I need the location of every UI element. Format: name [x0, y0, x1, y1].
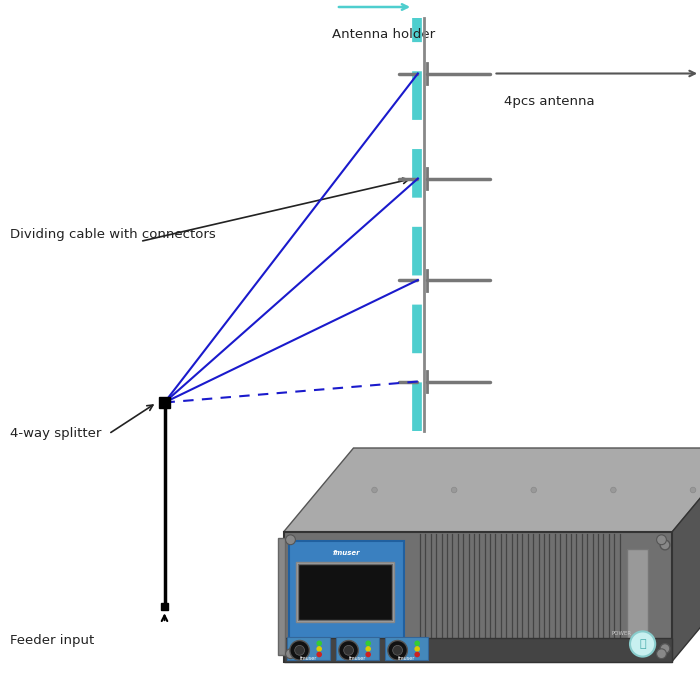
Circle shape [344, 645, 354, 655]
Circle shape [286, 649, 295, 659]
Circle shape [414, 646, 420, 652]
Bar [289, 541, 404, 642]
Circle shape [660, 644, 670, 654]
Polygon shape [284, 448, 700, 532]
Bar [298, 564, 392, 620]
Circle shape [610, 487, 616, 493]
Circle shape [630, 631, 655, 657]
Circle shape [365, 646, 371, 652]
Circle shape [393, 645, 402, 655]
Text: POWER: POWER [612, 631, 631, 636]
Circle shape [365, 640, 371, 646]
Text: fmuser: fmuser [398, 656, 415, 661]
Circle shape [657, 535, 666, 545]
Bar [284, 638, 672, 661]
Bar [161, 603, 168, 610]
Circle shape [452, 487, 457, 493]
Bar [284, 532, 672, 662]
Polygon shape [672, 448, 700, 662]
Circle shape [372, 487, 377, 493]
Circle shape [295, 645, 304, 655]
Circle shape [660, 540, 670, 550]
Text: fmuser: fmuser [300, 656, 317, 661]
Bar [385, 638, 428, 660]
Circle shape [657, 649, 666, 659]
Circle shape [316, 646, 322, 652]
Text: fmuser: fmuser [332, 550, 360, 556]
Text: fmuser: fmuser [349, 656, 366, 661]
Circle shape [414, 640, 420, 646]
Circle shape [339, 640, 358, 660]
Bar [159, 397, 170, 408]
Bar [296, 562, 394, 622]
Text: 4-way splitter: 4-way splitter [10, 428, 102, 440]
Circle shape [388, 640, 407, 660]
Bar [287, 638, 330, 660]
Text: ⏻: ⏻ [639, 639, 646, 649]
Text: Dividing cable with connectors: Dividing cable with connectors [10, 228, 216, 241]
Circle shape [290, 640, 309, 660]
Circle shape [414, 652, 420, 657]
Circle shape [316, 640, 322, 646]
Circle shape [365, 652, 371, 657]
Bar [278, 538, 285, 655]
Circle shape [531, 487, 537, 493]
Circle shape [690, 487, 696, 493]
Text: Antenna holder: Antenna holder [332, 28, 435, 41]
Circle shape [316, 652, 322, 657]
Text: Feeder input: Feeder input [10, 634, 94, 647]
Bar [626, 549, 648, 655]
Circle shape [286, 535, 295, 545]
Text: 4pcs antenna: 4pcs antenna [504, 95, 594, 108]
Bar [336, 638, 379, 660]
